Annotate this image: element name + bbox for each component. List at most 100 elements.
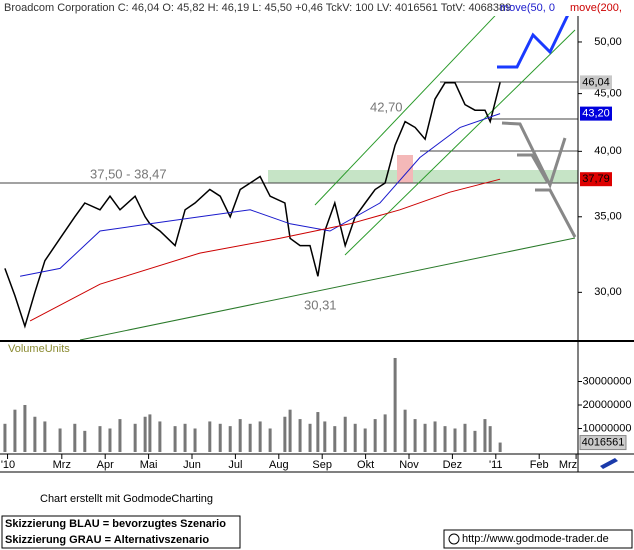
footer-blue: Skizzierung BLAU = bevorzugtes Szenario: [5, 518, 226, 530]
series-line: [29, 178, 501, 322]
volume-bar: [343, 416, 347, 452]
price-label: 43,20: [582, 108, 610, 120]
volume-bar: [73, 423, 77, 452]
x-tick-label: Sep: [312, 459, 332, 471]
y-tick-label: 30,00: [594, 286, 622, 298]
volume-bar: [238, 419, 242, 452]
credit: Chart erstellt mit GodmodeCharting: [40, 493, 213, 505]
last-volume-label: 4016561: [582, 436, 625, 448]
price-plot: [4, 82, 501, 329]
icon: [600, 458, 618, 469]
volume-bar: [393, 357, 397, 452]
annotation: 37,50 - 38,47: [90, 166, 167, 181]
volume-title: VolumeUnits: [8, 343, 70, 355]
volume-bar: [143, 416, 147, 452]
volume-bar: [268, 428, 272, 452]
volume-bar: [98, 426, 102, 452]
volume-bar: [3, 423, 7, 452]
volume-bar: [248, 423, 252, 452]
volume-bar: [33, 416, 37, 452]
volume-bar: [258, 421, 262, 452]
x-tick-label: Apr: [97, 459, 114, 471]
volume-bar: [43, 421, 47, 452]
legend-entry: move(200,: [570, 2, 622, 14]
grey-scenario: [501, 121, 567, 190]
resistance-zone: [268, 170, 578, 183]
volume-bar: [108, 428, 112, 452]
volume-bar: [453, 428, 457, 452]
x-tick-label: Mrz: [559, 459, 577, 471]
blue-scenario: [497, 0, 577, 69]
x-tick-label: Mai: [140, 459, 158, 471]
volume-bar: [323, 421, 327, 452]
x-tick-label: '11: [489, 459, 503, 471]
volume-bar: [228, 426, 232, 452]
volume-bar: [488, 426, 492, 452]
x-tick-label: Dez: [443, 459, 463, 471]
price-box: [580, 172, 612, 187]
volume-bar: [298, 419, 302, 452]
volume-bar: [158, 421, 162, 452]
volume-bar: [83, 430, 87, 452]
volume-bar: [148, 414, 152, 452]
volume-bar: [183, 423, 187, 452]
x-tick-label: Jul: [228, 459, 242, 471]
volume-bar: [333, 426, 337, 452]
grey-scenario: [535, 188, 577, 238]
volume-bar: [208, 421, 212, 452]
x-tick-label: Feb: [530, 459, 549, 471]
y-tick-label: 35,00: [594, 211, 622, 223]
volume-bar: [483, 419, 487, 452]
volume-bar: [363, 428, 367, 452]
volume-bar: [373, 419, 377, 452]
url-box: [443, 529, 633, 549]
series-line: [4, 82, 501, 329]
volume-bar: [383, 414, 387, 452]
y-tick-label: 45,00: [594, 88, 622, 100]
volume-bar: [58, 428, 62, 452]
volume-bar: [498, 442, 502, 452]
gap-zone: [397, 155, 413, 183]
volume-bar: [173, 426, 177, 452]
url: http://www.godmode-trader.de: [462, 533, 609, 545]
volume-bar: [443, 426, 447, 452]
price-label: 37,79: [582, 173, 610, 185]
x-tick-label: Okt: [357, 459, 374, 471]
x-tick-label: '10: [1, 459, 15, 471]
last-volume-box: [579, 435, 627, 451]
volume-bar: [353, 423, 357, 452]
volume-bar: [473, 430, 477, 452]
volume-bar: [316, 412, 320, 452]
x-tick-label: Mrz: [53, 459, 71, 471]
annotation: 42,70: [370, 99, 403, 114]
x-tick-label: Jun: [183, 459, 201, 471]
volume-bar: [193, 428, 197, 452]
icon: [448, 533, 460, 545]
volume-bar: [403, 409, 407, 452]
y-tick-label: 10000000: [583, 422, 632, 434]
price-box: [580, 75, 612, 90]
series-line: [20, 113, 501, 277]
volume-bar: [433, 421, 437, 452]
header: Broadcom Corporation C: 46,04 O: 45,82 H…: [4, 2, 511, 14]
volume-bar: [413, 419, 417, 452]
y-tick-label: 50,00: [594, 36, 622, 48]
volume-bar: [218, 423, 222, 452]
price-label: 46,04: [582, 76, 610, 88]
y-tick-label: 20000000: [583, 399, 632, 411]
trend-line: [79, 237, 576, 341]
volume-bar: [118, 419, 122, 452]
legend-box: [1, 515, 241, 549]
annotation: 30,31: [304, 297, 337, 312]
x-tick-label: Aug: [269, 459, 289, 471]
channel-line: [344, 29, 576, 256]
y-tick-label: 30000000: [583, 375, 632, 387]
legend-entry: move(50, 0: [500, 2, 555, 14]
volume-bar: [288, 409, 292, 452]
volume-bar: [308, 423, 312, 452]
price-box: [580, 106, 612, 121]
y-tick-label: 40,00: [594, 145, 622, 157]
grey-scenario: [517, 153, 550, 184]
volume-bar: [423, 423, 427, 452]
